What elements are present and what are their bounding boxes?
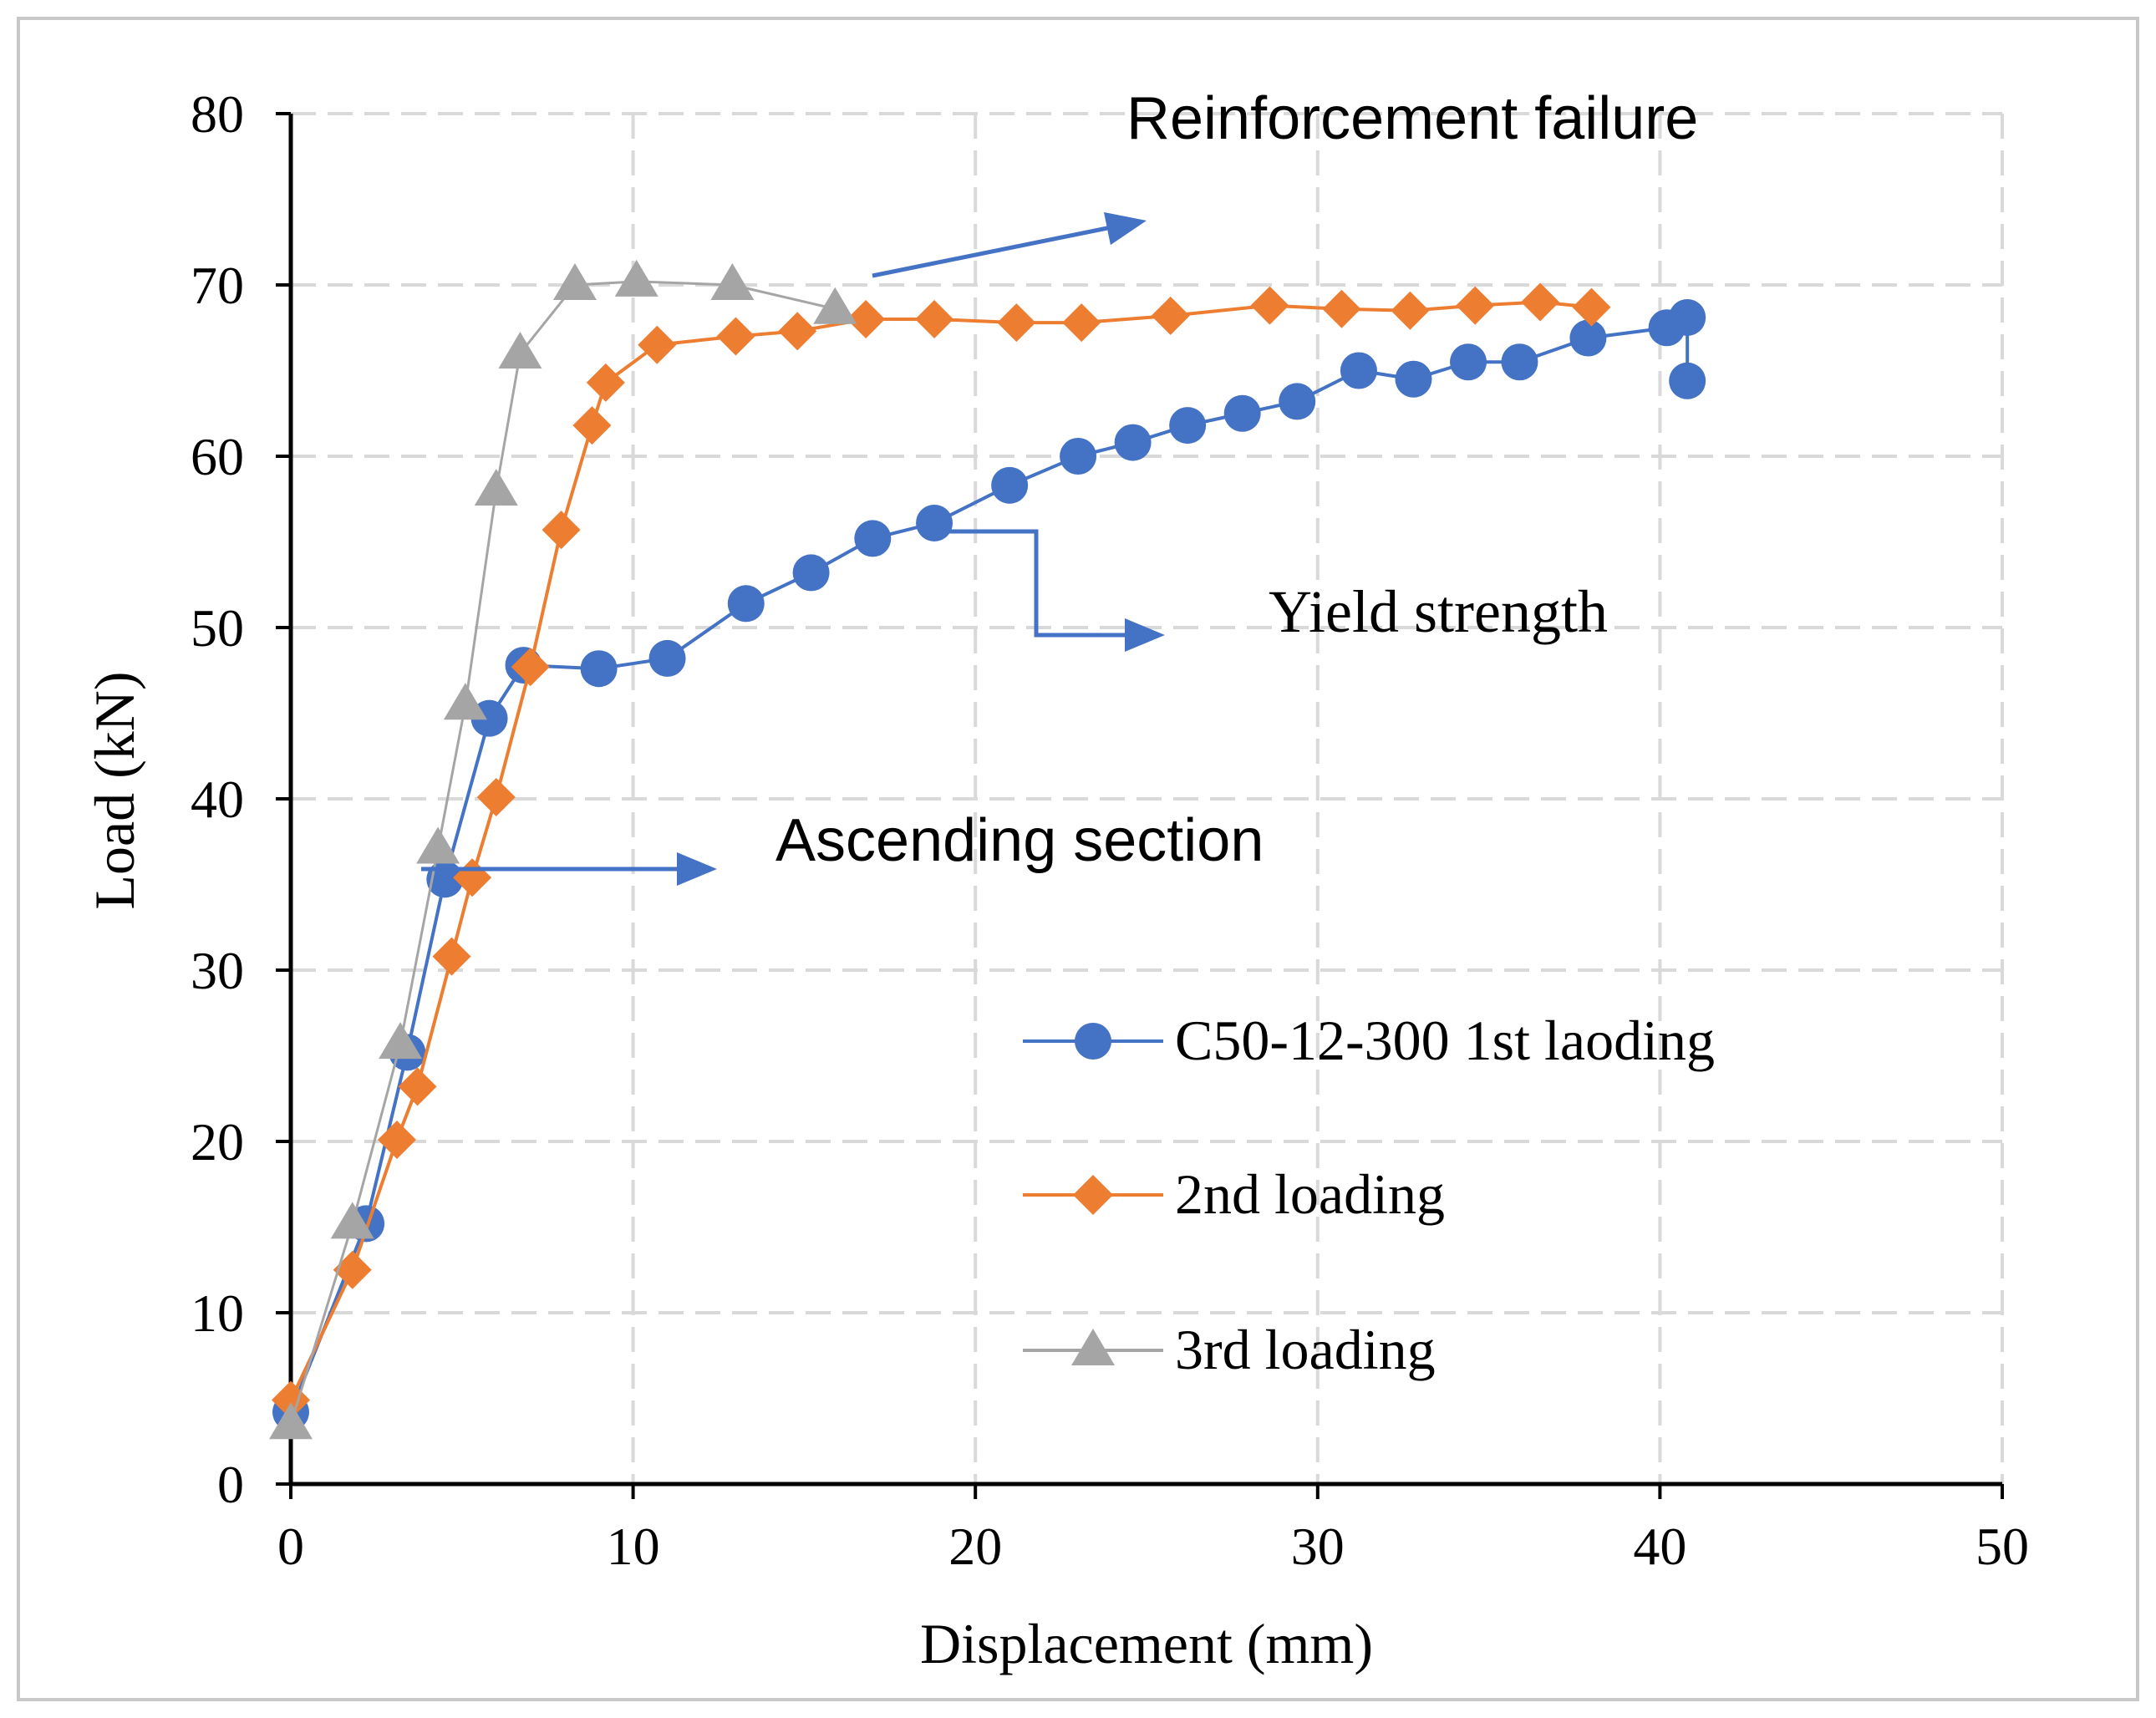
data-point-diamond <box>1572 287 1611 327</box>
x-tick-label: 40 <box>1633 1517 1686 1576</box>
data-point-diamond <box>1322 289 1361 328</box>
x-tick-label: 30 <box>1291 1517 1345 1576</box>
data-point-circle <box>1114 424 1152 461</box>
data-point-diamond <box>511 648 550 687</box>
data-point-diamond <box>1391 291 1430 330</box>
y-tick-label: 40 <box>191 770 244 829</box>
x-tick-label: 50 <box>1975 1517 2029 1576</box>
legend-item-2nd-loading: 2nd loading <box>1023 1162 1445 1226</box>
arrow-yield-strength <box>934 529 1128 638</box>
data-point-circle <box>991 466 1029 504</box>
data-point-triangle <box>330 1202 374 1239</box>
data-point-diamond <box>377 1120 416 1159</box>
legend-item-3rd-loading: 3rd loading <box>1023 1318 1436 1381</box>
data-point-triangle <box>710 263 755 300</box>
data-point-triangle <box>269 1402 313 1440</box>
y-tick-label: 30 <box>191 941 244 1000</box>
data-point-circle <box>1169 407 1207 445</box>
data-point-diamond <box>915 300 954 338</box>
data-point-diamond <box>1456 286 1495 325</box>
data-point-triangle <box>614 259 658 297</box>
data-point-triangle <box>813 287 857 324</box>
arrowhead-ascending-section <box>677 852 717 886</box>
data-point-circle <box>1340 352 1377 389</box>
data-point-circle <box>1223 394 1261 432</box>
annotation-layer <box>421 211 1165 886</box>
data-point-circle <box>1450 343 1487 381</box>
legend-label-3rd-loading: 3rd loading <box>1175 1318 1436 1381</box>
data-point-diamond <box>333 1250 372 1289</box>
data-point-diamond <box>586 363 625 402</box>
data-point-triangle <box>474 469 518 506</box>
x-tick-label: 0 <box>277 1517 304 1576</box>
y-tick-label: 60 <box>191 427 244 486</box>
data-point-circle <box>1060 438 1097 475</box>
data-point-diamond <box>398 1067 437 1106</box>
data-point-circle <box>1279 383 1316 420</box>
x-axis-title: Displacement (mm) <box>920 1612 1373 1675</box>
data-point-circle <box>916 504 953 541</box>
data-point-circle <box>580 650 618 688</box>
legend: C50-12-300 1st laoding 2nd loading 3rd l… <box>1023 1009 1715 1381</box>
y-tick-label: 20 <box>191 1112 244 1172</box>
data-point-diamond <box>572 406 612 445</box>
legend-marker-triangle <box>1071 1329 1115 1365</box>
data-point-circle <box>1569 319 1607 357</box>
annotation-yield-strength: Yield strength <box>1269 578 1608 645</box>
data-point-diamond <box>778 312 817 351</box>
legend-marker-circle <box>1075 1023 1111 1060</box>
figure-frame <box>17 17 2139 1701</box>
annotation-reinforcement-failure: Reinforcement failure <box>1126 85 1698 152</box>
data-point-diamond <box>847 300 886 338</box>
data-point-triangle <box>498 332 542 369</box>
y-tick-label: 10 <box>191 1283 244 1343</box>
x-tick-label: 10 <box>607 1517 660 1576</box>
data-point-diamond <box>1250 286 1289 325</box>
data-point-diamond <box>716 317 755 356</box>
y-tick-label: 0 <box>217 1455 244 1514</box>
data-point-triangle <box>379 1022 423 1060</box>
annotation-ascending-section: Ascending section <box>775 807 1264 874</box>
legend-marker-diamond <box>1073 1175 1113 1215</box>
legend-label-1st-loading: C50-12-300 1st laoding <box>1175 1009 1715 1072</box>
legend-item-1st-loading: C50-12-300 1st laoding <box>1023 1009 1715 1072</box>
y-tick-label: 80 <box>191 84 244 144</box>
data-point-diamond <box>432 937 471 976</box>
x-tick-label: 20 <box>948 1517 1002 1576</box>
legend-label-2nd-loading: 2nd loading <box>1175 1162 1445 1226</box>
data-point-triangle <box>552 263 597 300</box>
data-point-circle <box>1395 360 1432 398</box>
axis-layer: 0 10 20 30 40 50 60 70 80 0 10 20 30 40 50 <box>191 84 2029 1576</box>
data-point-circle <box>1501 343 1538 381</box>
arrowhead-reinforcement-failure <box>1103 211 1147 246</box>
data-point-triangle <box>443 683 487 720</box>
data-point-diamond <box>997 303 1036 343</box>
arrow-reinforcement-failure <box>872 225 1112 278</box>
data-point-circle <box>648 639 686 677</box>
data-point-circle <box>1669 362 1706 399</box>
data-point-diamond <box>1062 303 1101 343</box>
data-point-circle <box>727 585 765 623</box>
data-point-diamond <box>1521 282 1560 322</box>
data-point-circle <box>854 520 892 557</box>
data-point-diamond <box>1151 296 1190 335</box>
y-tick-label: 50 <box>191 598 244 658</box>
y-axis-title: Load (kN) <box>83 671 146 909</box>
data-point-triangle <box>416 826 460 864</box>
data-point-diamond <box>542 511 581 550</box>
series-layer <box>269 259 1706 1440</box>
arrowhead-yield-strength <box>1125 618 1165 652</box>
data-point-diamond <box>476 777 516 816</box>
y-tick-label: 70 <box>191 256 244 315</box>
data-point-circle <box>1669 298 1706 336</box>
data-point-circle <box>792 554 830 592</box>
data-point-diamond <box>638 325 677 364</box>
